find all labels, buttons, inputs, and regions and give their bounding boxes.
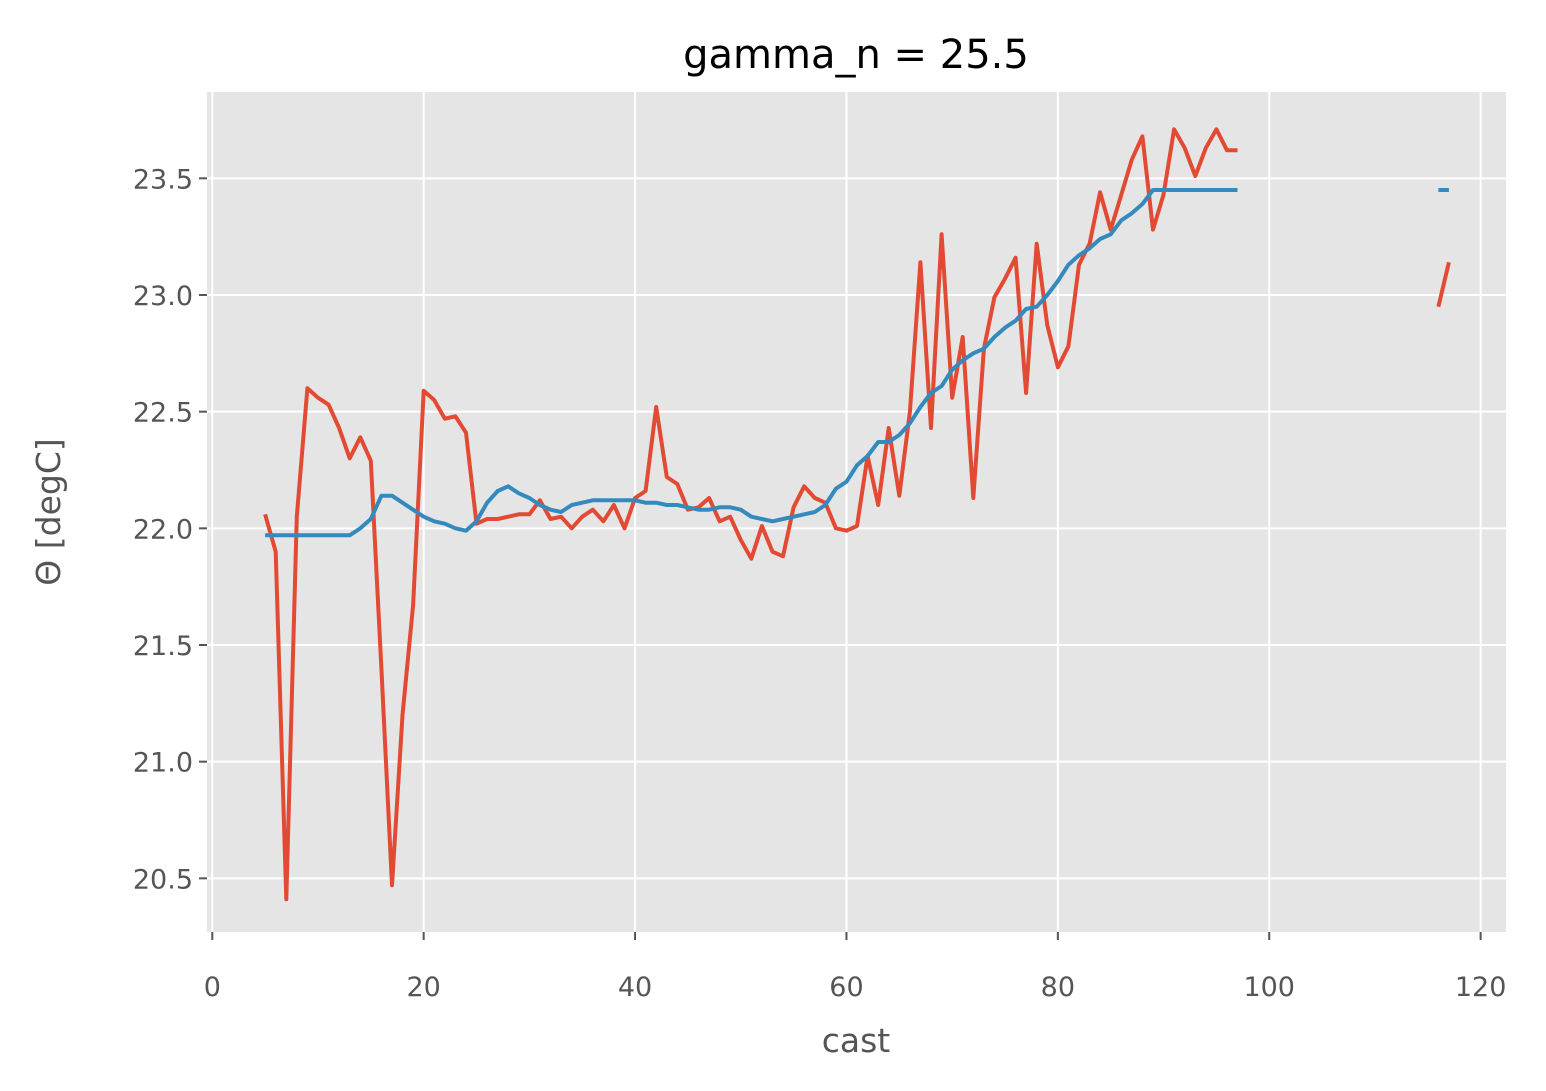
x-tick-label: 40 (618, 972, 652, 1003)
x-tick-label: 80 (1041, 972, 1075, 1003)
y-tick-label: 23.0 (133, 281, 193, 312)
x-tick-label: 120 (1455, 972, 1507, 1003)
data-line (265, 188, 1449, 538)
x-tick-label: 100 (1243, 972, 1295, 1003)
y-tick-label: 21.5 (133, 631, 193, 662)
chart-title: gamma_n = 25.5 (683, 32, 1029, 78)
x-tick-label: 0 (204, 972, 221, 1003)
x-tick-label: 60 (829, 972, 863, 1003)
data-line (263, 127, 1451, 902)
y-tick-label: 22.5 (133, 398, 193, 429)
x-axis-label: cast (822, 1021, 891, 1060)
plot-area (207, 92, 1506, 932)
y-tick-label: 23.5 (133, 164, 193, 195)
y-axis-label: Θ [degC] (29, 438, 68, 585)
y-tick-label: 22.0 (133, 514, 193, 545)
y-tick-label: 20.5 (133, 864, 193, 895)
y-tick-label: 21.0 (133, 748, 193, 779)
x-tick-label: 20 (406, 972, 440, 1003)
